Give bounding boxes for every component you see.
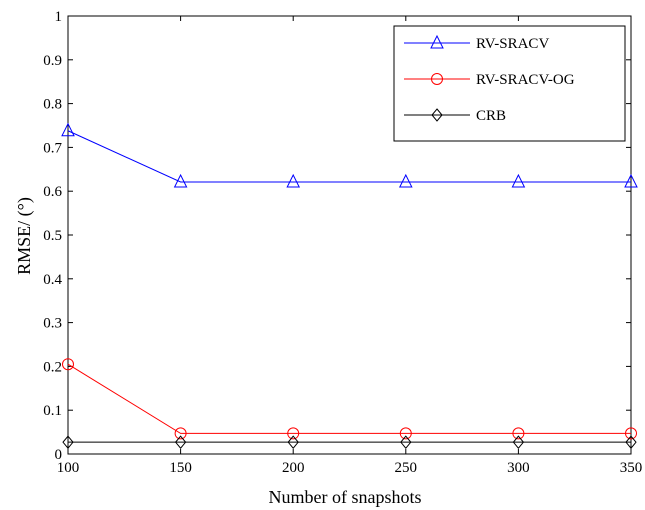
y-axis-ticks: 0 0.1 0.2 0.3 0.4 0.5 0.6 0.7 0.8 0.9 1 [43,9,631,463]
y-tick-label: 0.8 [43,97,62,113]
data-point [174,427,187,440]
data-point [511,173,526,188]
series-rv-sracv-og [62,358,637,440]
y-tick-label: 0.4 [43,272,62,288]
legend-item: RV-SRACV [404,34,549,52]
data-point [400,435,412,449]
x-tick-label: 350 [620,460,643,476]
y-axis-label: RMSE/ (°) [14,197,35,275]
x-axis-label: Number of snapshots [269,487,422,507]
data-point [625,435,637,449]
series-crb [62,435,637,449]
data-point [62,435,74,449]
data-point [61,122,75,137]
y-tick-label: 0.6 [43,184,62,200]
data-point [512,435,525,449]
y-tick-label: 0 [55,447,63,463]
data-point [625,427,637,440]
data-point [398,173,413,188]
data-point [287,427,300,440]
series-line [67,130,631,183]
y-tick-label: 0.7 [43,140,62,156]
data-point [399,427,412,440]
legend-item: RV-SRACV-OG [404,72,575,88]
data-point [624,173,638,188]
data-point [287,435,299,449]
x-tick-label: 250 [395,460,418,476]
y-tick-label: 0.9 [43,53,62,69]
x-tick-label: 150 [169,460,192,476]
legend-item: CRB [404,108,506,124]
x-axis-ticks: 100 150 200 250 300 350 [57,16,643,476]
y-tick-label: 0.5 [43,228,62,244]
x-tick-label: 200 [282,460,305,476]
y-tick-label: 0.1 [43,403,62,419]
legend-marker [431,73,443,85]
y-tick-label: 1 [55,9,63,25]
x-tick-label: 300 [507,460,530,476]
legend-label: RV-SRACV-OG [476,72,575,88]
series-rv-sracv [61,122,638,188]
legend-label: CRB [476,108,506,124]
data-point [512,427,525,440]
data-point [174,435,187,449]
legend-label: RV-SRACV [476,36,549,52]
data-point [62,358,74,371]
legend: RV-SRACV RV-SRACV-OG CRB [393,25,626,142]
y-tick-label: 0.2 [43,359,62,375]
y-tick-label: 0.3 [43,316,62,332]
series-layer [61,122,638,449]
legend-marker [430,34,444,49]
series-line [67,363,631,434]
data-point [286,173,301,188]
legend-marker [431,108,443,122]
data-point [173,173,188,188]
x-tick-label: 100 [57,460,80,476]
